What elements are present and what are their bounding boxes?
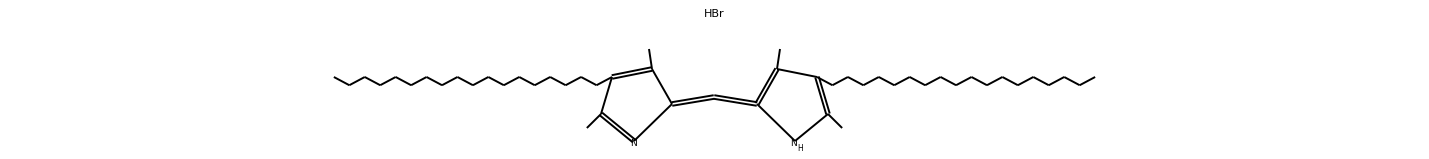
Text: N: N <box>790 139 797 148</box>
Text: HBr: HBr <box>703 9 725 19</box>
Text: H: H <box>797 144 803 153</box>
Text: N: N <box>630 139 637 148</box>
